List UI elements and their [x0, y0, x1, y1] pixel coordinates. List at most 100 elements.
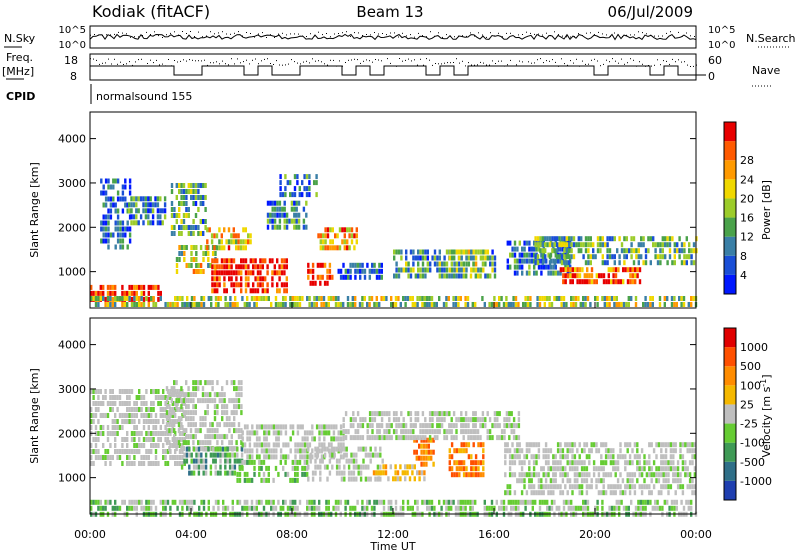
velocity-cell [178, 389, 182, 394]
power-cell [325, 302, 328, 307]
velocity-cell [154, 389, 158, 394]
velocity-cell [279, 424, 283, 430]
power-cell [322, 233, 325, 239]
velocity-cell [130, 431, 134, 436]
power-cell [296, 180, 299, 186]
velocity-cell [185, 440, 188, 446]
power-cell [279, 174, 282, 180]
velocity-cell [496, 423, 499, 429]
power-cell [273, 264, 276, 270]
velocity-cell [327, 505, 330, 511]
power-cell [510, 302, 513, 307]
power-cell [428, 302, 431, 307]
velocity-cell [221, 440, 224, 446]
power-cell [291, 296, 294, 301]
power-cell [220, 239, 223, 245]
velocity-cell [397, 423, 401, 429]
station-title: Kodiak (fitACF) [92, 2, 210, 21]
velocity-cell [314, 446, 317, 452]
velocity-cell [407, 411, 410, 417]
power-cell [195, 257, 198, 262]
velocity-cell [681, 442, 685, 448]
velocity-cell [655, 478, 658, 484]
power-cell [505, 296, 508, 301]
velocity-cell [547, 460, 550, 466]
power-cell [207, 263, 210, 268]
velocity-cell [325, 430, 328, 436]
velocity-cell [289, 477, 292, 483]
velocity-cell [228, 416, 231, 422]
velocity-cell [185, 416, 188, 422]
velocity-cell [397, 435, 401, 441]
velocity-cell [340, 470, 344, 476]
velocity-cell [382, 505, 386, 511]
y-tick-label: 4000 [58, 339, 86, 352]
nsearch-dot [362, 35, 363, 36]
power-cell [183, 257, 186, 262]
nsearch-dot [286, 34, 287, 36]
velocity-cell [339, 499, 342, 505]
power-cell [242, 264, 245, 270]
velocity-cell [496, 435, 499, 441]
nsearch-dot [142, 35, 143, 36]
power-cell [132, 214, 136, 220]
velocity-cell [258, 442, 261, 448]
velocity-cell [106, 413, 110, 418]
power-cell [604, 260, 607, 266]
velocity-cell [571, 466, 574, 472]
power-cell [569, 279, 572, 285]
power-cell [414, 302, 417, 307]
velocity-cell [413, 476, 416, 482]
velocity-cell [660, 442, 663, 448]
power-cell [544, 254, 547, 260]
velocity-cell [237, 434, 241, 440]
power-cell [419, 249, 422, 255]
velocity-cell [477, 460, 480, 466]
velocity-cell [392, 429, 396, 435]
velocity-cell [556, 466, 560, 472]
velocity-cell [534, 499, 537, 505]
velocity-cell [450, 472, 454, 478]
velocity-cell [525, 454, 529, 460]
velocity-cell [154, 419, 158, 424]
power-cell [114, 284, 117, 290]
velocity-cell [118, 389, 122, 394]
velocity-cell [395, 429, 398, 435]
nave-dot [384, 65, 385, 67]
power-cell [249, 233, 252, 239]
velocity-cell [523, 478, 526, 484]
velocity-cell [515, 435, 518, 441]
velocity-cell [303, 430, 307, 436]
power-cell [577, 296, 580, 301]
power-cell [452, 302, 455, 307]
velocity-cell [194, 392, 197, 398]
power-cell [666, 236, 669, 242]
velocity-cell [538, 505, 542, 511]
velocity-cell [544, 460, 548, 466]
power-cell [620, 302, 623, 307]
velocity-cell [114, 505, 117, 511]
power-cell [291, 302, 294, 307]
velocity-cell [289, 505, 292, 511]
power-cell [606, 254, 609, 260]
velocity-cell [147, 431, 150, 436]
velocity-cell [344, 499, 347, 505]
velocity-cell [688, 478, 692, 484]
power-cell [190, 296, 194, 301]
power-cell [324, 245, 327, 251]
nave-dot [450, 62, 451, 64]
power-cell [278, 212, 282, 218]
velocity-cell [204, 398, 207, 404]
velocity-cell [173, 386, 176, 392]
power-cell [244, 227, 247, 233]
power-cell [483, 302, 486, 307]
nave-dot [681, 61, 682, 63]
velocity-cell [142, 401, 146, 406]
nave-dot [165, 65, 166, 67]
velocity-cell [135, 425, 138, 430]
velocity-cell [390, 499, 393, 505]
velocity-cell [248, 436, 252, 442]
power-cell [675, 302, 678, 307]
power-cell [502, 302, 506, 307]
power-cell [204, 251, 208, 256]
